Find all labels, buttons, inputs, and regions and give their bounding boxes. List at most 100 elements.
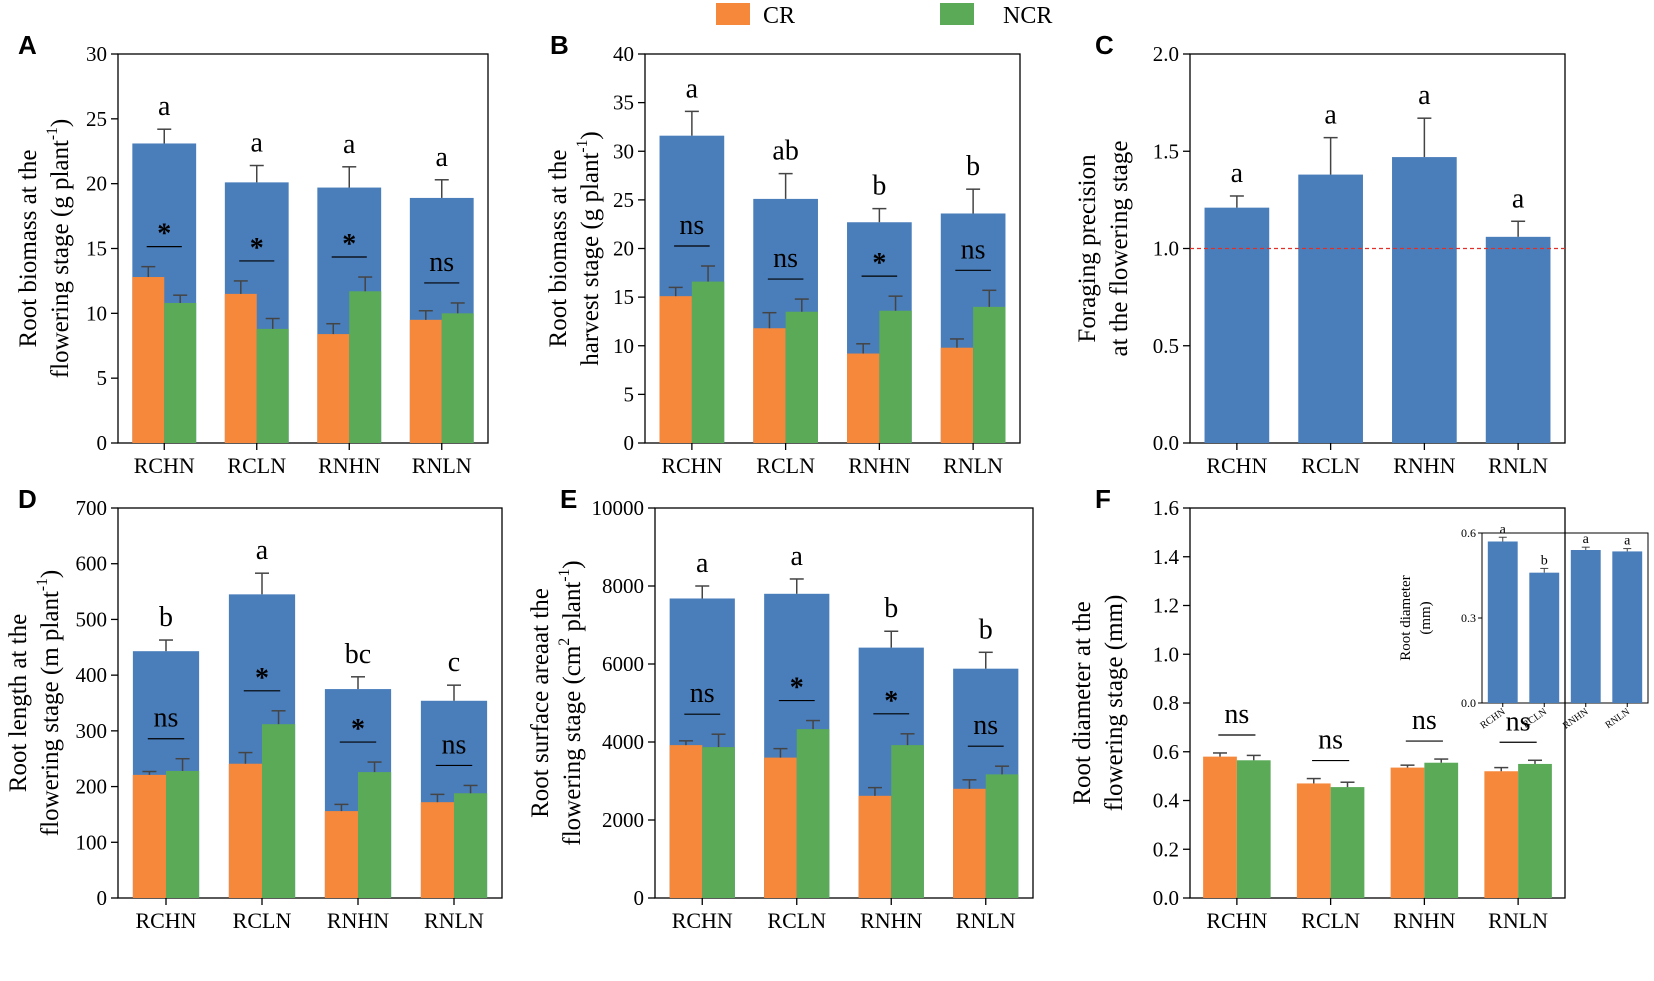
- bar-ncr-rcln: [785, 311, 818, 443]
- y-tick-label: 30: [613, 139, 634, 163]
- inset-group-letter-rnln: a: [1624, 534, 1631, 549]
- panel-letter-f: F: [1095, 484, 1111, 514]
- group-letter-rnln: a: [1512, 183, 1525, 214]
- pair-significance-rcln: ns: [773, 243, 798, 274]
- x-tick-label-rchn: RCHN: [1206, 908, 1267, 933]
- x-tick-label-rcln: RCLN: [1301, 453, 1360, 478]
- y-tick-label: 1.5: [1153, 139, 1179, 163]
- y-tick-label: 700: [76, 496, 108, 520]
- y-tick-label: 1.0: [1153, 237, 1179, 261]
- pair-significance-rchn: ns: [690, 678, 715, 709]
- panel-letter-e: E: [560, 484, 577, 514]
- bar-cr-rnhn: [324, 811, 358, 898]
- y-axis-label-line-1: Root diameter at the: [1069, 601, 1096, 804]
- group-letter-rnln: b: [966, 151, 980, 182]
- y-tick-label: 15: [613, 285, 634, 309]
- pair-significance-rnln: ns: [1506, 706, 1531, 737]
- y-tick-label: 400: [76, 663, 108, 687]
- pair-significance-rchn: ns: [154, 703, 179, 734]
- x-tick-label-rnhn: RNHN: [860, 908, 922, 933]
- y-tick-label: 1.6: [1153, 496, 1179, 520]
- inset-y-tick-label: 0.0: [1461, 696, 1476, 710]
- bar-ncr-rnln: [985, 774, 1019, 898]
- y-tick-label: 10: [86, 301, 107, 325]
- bar-ncr-rchn: [166, 770, 200, 898]
- x-tick-label-rnln: RNLN: [1488, 908, 1548, 933]
- pair-significance-rchn: ns: [1224, 699, 1249, 730]
- pair-significance-rnln: ns: [429, 247, 454, 278]
- panel-letter-c: C: [1095, 30, 1114, 60]
- y-axis-label-line-2: harvest stage (g plant: [577, 153, 604, 366]
- y-axis-label-line-2: at the flowering stage: [1106, 141, 1133, 357]
- bar-cr-rcln: [224, 293, 257, 443]
- pair-significance-rnhn: *: [872, 248, 886, 279]
- y-axis-label: Root surface areaat the flowering stage (…: [527, 560, 586, 845]
- y-tick-label: 0: [624, 431, 635, 455]
- y-tick-label: 10000: [592, 496, 645, 520]
- bar-cr-rnln: [940, 347, 974, 443]
- bar-cr-rnln: [953, 788, 986, 898]
- y-axis-label-part: ): [47, 119, 74, 127]
- bar-ncr-rnhn: [879, 310, 912, 443]
- legend: CR NCR: [716, 3, 1052, 29]
- panel-letter-d: D: [18, 484, 37, 514]
- y-axis-label-line-2: flowering stage (mm): [1101, 595, 1128, 812]
- inset-group-letter-rnhn: a: [1583, 532, 1590, 547]
- bar-cr-rnhn: [1390, 767, 1425, 898]
- inset-group-letter-rcln: b: [1541, 553, 1548, 568]
- y-tick-label: 200: [76, 775, 108, 799]
- bar-ncr-rnhn: [891, 745, 924, 898]
- x-tick-label-rnln: RNLN: [943, 453, 1003, 478]
- y-tick-label: 0.6: [1153, 740, 1179, 764]
- y-tick-label: 0.0: [1153, 886, 1179, 910]
- bar-ncr-rnhn: [1424, 762, 1459, 898]
- x-tick-label-rcln: RCLN: [767, 908, 826, 933]
- y-tick-label: 4000: [602, 730, 644, 754]
- bar-ncr-rnhn: [358, 772, 392, 898]
- y-tick-label: 1.2: [1153, 594, 1179, 618]
- panel-f: F 0.0 0.2 0.4 0.6 0.8 1.0 1.2 1.4 1.6 RCHN RCLN RNHN…: [1069, 484, 1649, 933]
- group-letter-rcln: a: [256, 535, 269, 566]
- y-axis-label-part: ): [577, 131, 604, 139]
- bar-cr-rcln: [1296, 783, 1331, 898]
- bar-cr-rnln: [409, 319, 442, 443]
- pair-significance-rchn: *: [157, 219, 171, 250]
- y-tick-label: 10: [613, 334, 634, 358]
- x-tick-label-rchn: RCHN: [134, 453, 195, 478]
- pair-significance-rnln: ns: [973, 710, 998, 741]
- bar-ncr-rcln: [262, 724, 296, 898]
- y-axis-label-line-2: flowering stage (g plant: [47, 140, 74, 378]
- inset-y-tick-label: 0.6: [1461, 526, 1476, 540]
- bar-ncr-rnln: [1518, 763, 1552, 898]
- y-tick-label: 1.4: [1153, 545, 1180, 569]
- pair-significance-rnhn: ns: [1412, 705, 1437, 736]
- pair-significance-rcln: *: [790, 673, 804, 704]
- y-axis-label-line-2: flowering stage (cm: [559, 645, 586, 845]
- bar-cr-rchn: [659, 296, 692, 443]
- y-tick-label: 1.0: [1153, 642, 1179, 666]
- y-axis-label-line-1: Root biomass at the: [15, 150, 42, 348]
- group-letter-rcln: a: [1324, 100, 1337, 131]
- x-tick-label-rnhn: RNHN: [327, 908, 389, 933]
- group-letter-rcln: a: [791, 541, 804, 572]
- y-tick-label: 2000: [602, 808, 644, 832]
- bar-cr-rchn: [132, 277, 165, 443]
- bar-ncr-rchn: [691, 281, 725, 443]
- y-tick-label: 0.4: [1153, 789, 1180, 813]
- group-letter-rnln: a: [436, 142, 449, 173]
- panel-d: D 0 100 200 300 400 500 600 700 RCHN RCLN RNHN RNLN b…: [5, 484, 503, 933]
- bar-ncr-rnln: [441, 313, 474, 443]
- x-tick-label-rcln: RCLN: [1301, 908, 1360, 933]
- bar-total-rnln: [1485, 236, 1551, 443]
- bar-ncr-rcln: [796, 729, 830, 898]
- bar-ncr-rchn: [1236, 760, 1271, 898]
- pair-significance-rcln: ns: [1318, 725, 1343, 756]
- pair-significance-rcln: *: [255, 663, 269, 694]
- inset-y-axis-label-line-1: Root diameter: [1398, 575, 1414, 660]
- x-tick-label-rnhn: RNHN: [318, 453, 380, 478]
- group-letter-rnln: c: [448, 647, 460, 678]
- y-tick-label: 8000: [602, 574, 644, 598]
- bar-total-rchn: [1204, 207, 1270, 443]
- y-axis-label-sup: -1: [574, 140, 591, 153]
- x-tick-label-rcln: RCLN: [233, 908, 292, 933]
